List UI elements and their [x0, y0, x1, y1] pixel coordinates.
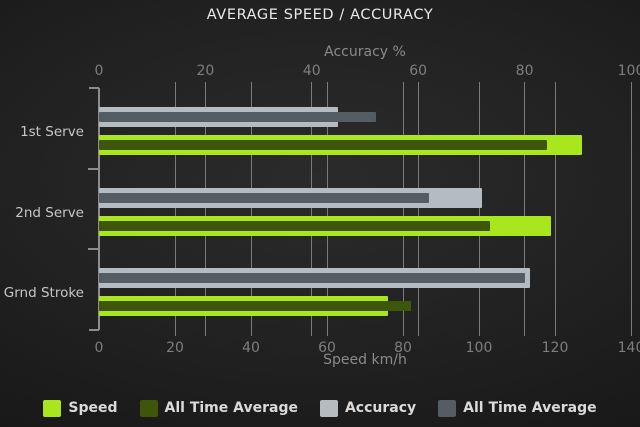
gridline-accuracy-80: [524, 82, 526, 336]
gridline-speed-40: [250, 82, 252, 336]
legend-item-speed-0[interactable]: Speed: [43, 399, 118, 417]
tick-label-speed-100: 100: [465, 340, 493, 356]
bar-accuracy-all-time-average-grnd-stroke: [99, 273, 525, 284]
category-divider-1: [88, 167, 99, 170]
legend: Speed All Time Average Accuracy All Time Av…: [0, 396, 640, 420]
gridline-speed-120: [554, 82, 556, 336]
gridline-accuracy-20: [204, 82, 206, 336]
legend-label-all-time-average-3: All Time Average: [463, 400, 597, 416]
gridline-accuracy-60: [417, 82, 419, 336]
tick-label-speed-120: 120: [541, 340, 569, 356]
gridline-speed-100: [478, 82, 480, 336]
axis-cap-top: [89, 87, 99, 89]
legend-item-accuracy-2[interactable]: Accuracy: [319, 399, 417, 417]
bar-speed-all-time-average-grnd-stroke: [99, 301, 411, 312]
tick-label-accuracy-100: 100: [617, 63, 640, 79]
axis-cap-bottom: [89, 329, 99, 331]
tick-label-accuracy-40: 40: [302, 63, 321, 79]
bar-accuracy-all-time-average-1st-serve: [99, 112, 376, 122]
legend-swatch-accuracy-2: [319, 399, 338, 417]
legend-swatch-all-time-average-3: [438, 399, 457, 417]
gridline-speed-60: [326, 82, 328, 336]
tick-label-accuracy-20: 20: [196, 63, 215, 79]
gridline-speed-20: [174, 82, 176, 336]
legend-swatch-speed-0: [43, 399, 62, 417]
legend-label-speed-0: Speed: [68, 400, 118, 416]
legend-label-accuracy-2: Accuracy: [344, 400, 417, 416]
chart-title: AVERAGE SPEED / ACCURACY: [206, 7, 434, 23]
bar-speed-all-time-average-1st-serve: [99, 140, 548, 150]
tick-label-accuracy-60: 60: [409, 63, 428, 79]
legend-label-all-time-average-1: All Time Average: [164, 400, 298, 416]
bar-speed-all-time-average-2nd-serve: [99, 220, 491, 231]
top-axis-title: Accuracy %: [324, 44, 406, 60]
tick-label-speed-80: 80: [394, 340, 412, 356]
tick-label-accuracy-0: 0: [94, 63, 104, 79]
category-label-1st-serve: 1st Serve: [20, 124, 84, 140]
gridline-speed-80: [402, 82, 404, 336]
category-label-2nd-serve: 2nd Serve: [15, 204, 84, 221]
tick-label-speed-20: 20: [166, 340, 184, 356]
category-label-grnd-stroke: Grnd Stroke: [3, 285, 84, 302]
category-divider-2: [88, 248, 99, 251]
tick-label-speed-60: 60: [318, 340, 336, 356]
tick-label-speed-0: 0: [94, 340, 104, 356]
gridline-accuracy-40: [311, 82, 313, 336]
legend-item-all-time-average-3[interactable]: All Time Average: [438, 399, 597, 417]
tick-label-speed-140: 140: [617, 340, 640, 356]
legend-item-all-time-average-1[interactable]: All Time Average: [139, 399, 298, 417]
bottom-axis-title: Speed km/h: [323, 352, 407, 368]
legend-swatch-all-time-average-1: [139, 399, 158, 417]
bar-accuracy-all-time-average-2nd-serve: [99, 192, 429, 203]
value-axis-line: [98, 88, 100, 330]
gridline-speed-140: [630, 82, 632, 336]
tick-label-accuracy-80: 80: [515, 63, 534, 79]
tick-label-speed-40: 40: [242, 340, 260, 356]
